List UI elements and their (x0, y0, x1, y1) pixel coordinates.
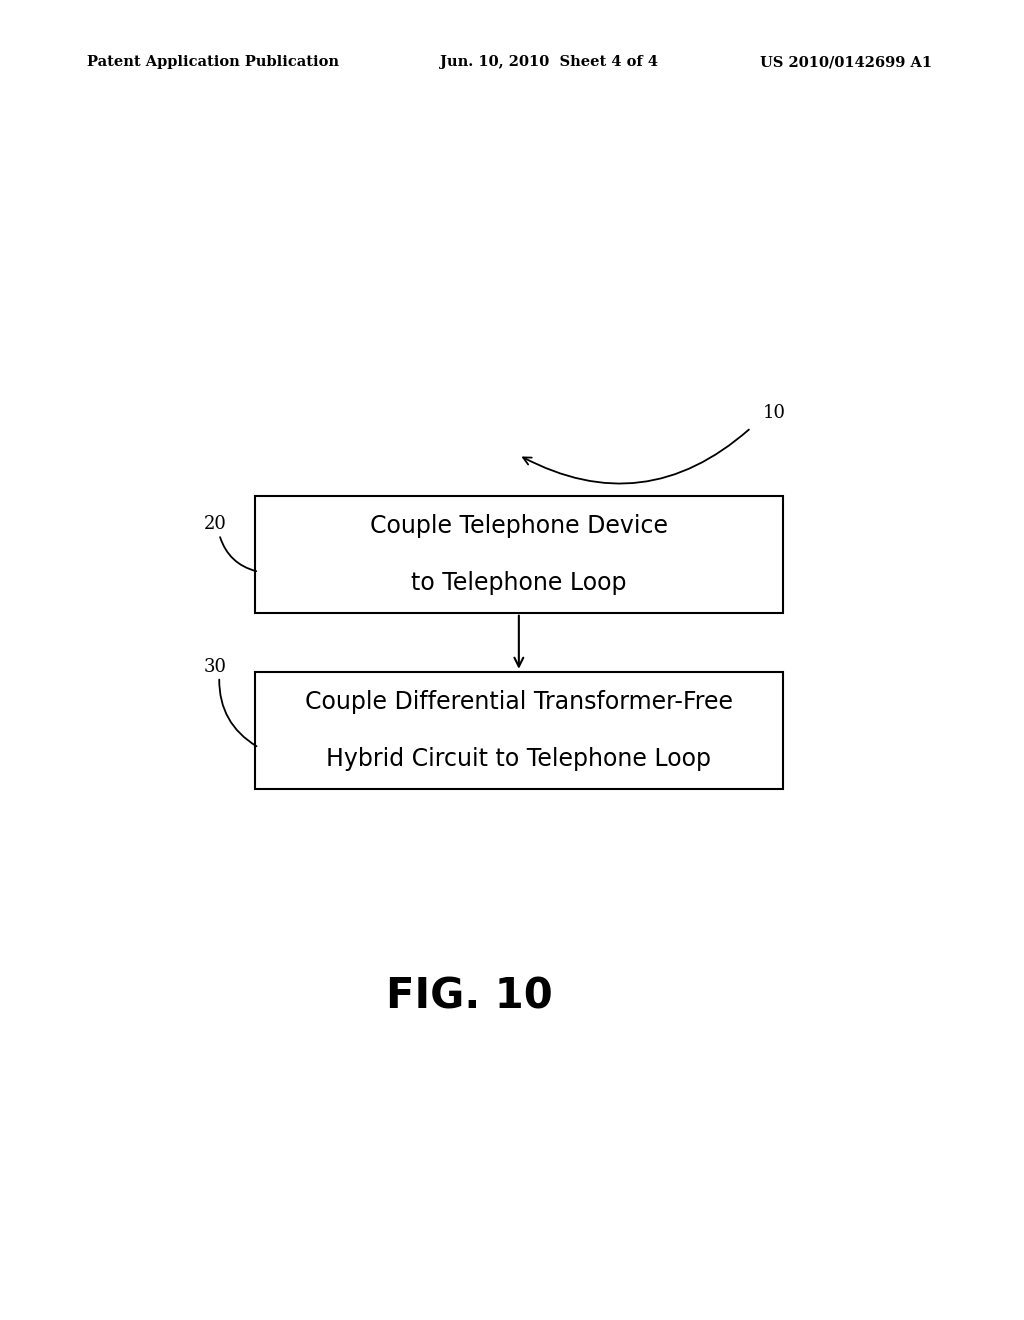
Text: 30: 30 (204, 657, 226, 676)
Text: Hybrid Circuit to Telephone Loop: Hybrid Circuit to Telephone Loop (327, 747, 712, 771)
Bar (255, 496, 782, 612)
Text: 10: 10 (763, 404, 785, 421)
Text: 20: 20 (204, 515, 226, 533)
Bar (255, 672, 782, 788)
Text: US 2010/0142699 A1: US 2010/0142699 A1 (760, 55, 932, 70)
Text: Couple Differential Transformer-Free: Couple Differential Transformer-Free (305, 689, 733, 714)
Text: to Telephone Loop: to Telephone Loop (411, 570, 627, 595)
Text: Patent Application Publication: Patent Application Publication (87, 55, 339, 70)
Text: Jun. 10, 2010  Sheet 4 of 4: Jun. 10, 2010 Sheet 4 of 4 (440, 55, 658, 70)
Text: FIG. 10: FIG. 10 (386, 975, 553, 1018)
Text: Couple Telephone Device: Couple Telephone Device (370, 513, 668, 537)
